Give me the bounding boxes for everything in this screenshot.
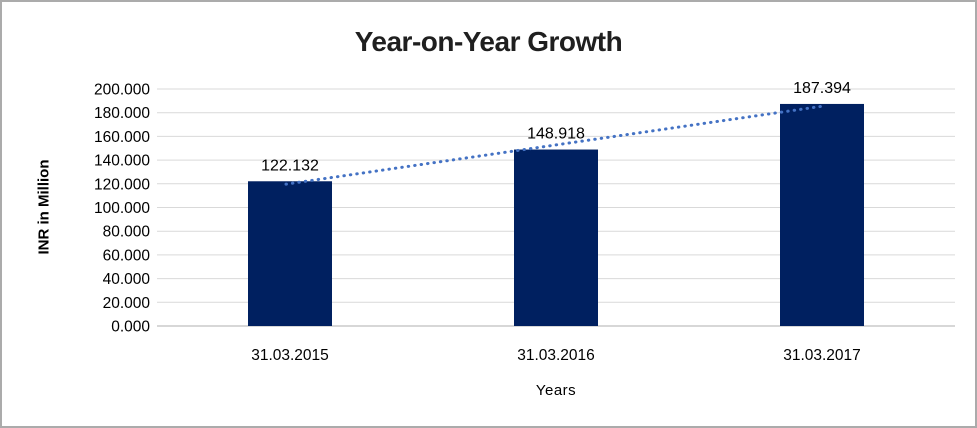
y-tick-label: 0.000	[111, 319, 150, 336]
y-tick-label: 20.000	[103, 295, 151, 312]
data-label: 148.918	[527, 126, 585, 143]
data-label: 187.394	[793, 80, 851, 97]
y-axis-title: INR in Million	[35, 159, 53, 255]
bar	[514, 149, 598, 326]
x-tick-label: 31.03.2015	[251, 347, 329, 364]
x-tick-label: 31.03.2017	[783, 347, 861, 364]
trendline	[284, 104, 828, 186]
y-tick-label: 40.000	[103, 271, 151, 288]
y-tick-label: 60.000	[103, 247, 151, 264]
y-tick-label: 200.000	[94, 82, 150, 99]
x-tick-label: 31.03.2016	[517, 347, 595, 364]
y-tick-label: 160.000	[94, 129, 150, 146]
y-tick-label: 120.000	[94, 176, 150, 193]
chart-title: Year-on-Year Growth	[354, 26, 623, 57]
y-tick-label: 140.000	[94, 153, 150, 170]
bar	[248, 181, 332, 326]
x-axis-title: Years	[535, 382, 577, 399]
bar	[780, 103, 864, 326]
data-label: 122.132	[261, 157, 319, 174]
y-tick-label: 100.000	[94, 200, 150, 217]
y-tick-label: 80.000	[103, 224, 151, 241]
y-tick-label: 180.000	[94, 105, 150, 122]
